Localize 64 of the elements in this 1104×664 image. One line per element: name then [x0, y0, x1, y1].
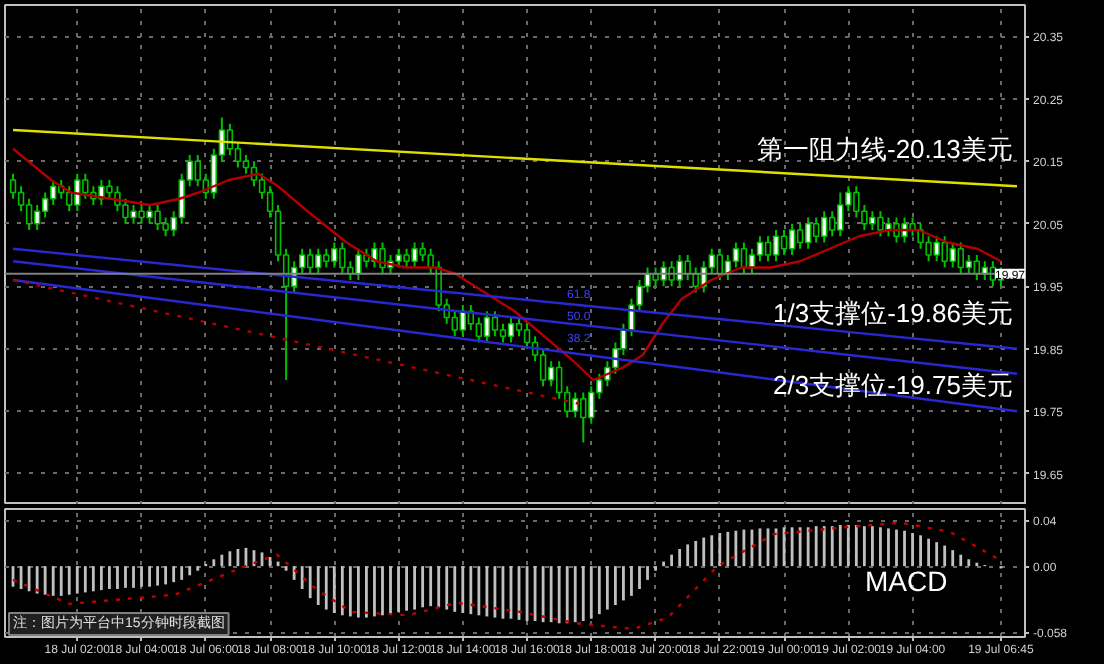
candlestick [419, 241, 426, 263]
candlestick [732, 241, 740, 269]
candlestick [829, 210, 836, 238]
candlestick [580, 391, 587, 444]
candlestick [684, 254, 691, 281]
candlestick [25, 197, 33, 231]
candlestick [668, 260, 675, 288]
candlestick [475, 316, 483, 344]
candlestick [306, 247, 314, 275]
annotation: 1/3支撑位-19.86美元 [773, 298, 1013, 328]
candlestick [507, 316, 515, 344]
candlestick [917, 222, 924, 250]
candlestick [323, 247, 330, 269]
candlestick [403, 247, 410, 269]
candlestick [804, 216, 812, 250]
candlestick [877, 210, 884, 238]
candlestick [331, 241, 338, 269]
text: MACD [865, 565, 948, 597]
candlestick [756, 235, 764, 263]
candlestick [41, 191, 49, 219]
candlestick [499, 322, 507, 344]
candlestick [547, 360, 555, 388]
candlestick [130, 204, 137, 225]
candlestick [965, 254, 972, 275]
candlestick [154, 204, 161, 231]
candlestick [395, 247, 402, 269]
candlestick [869, 210, 876, 231]
candlestick [371, 241, 378, 269]
candlestick [138, 204, 145, 225]
candlestick [821, 210, 828, 244]
candlestick [949, 241, 956, 269]
candlestick [933, 235, 940, 263]
candlestick [49, 179, 57, 206]
candlestick [772, 229, 780, 263]
candlestick [194, 154, 201, 188]
candlestick [379, 241, 386, 275]
candlestick [33, 204, 41, 231]
candlestick [812, 216, 820, 244]
candlestick [796, 222, 804, 250]
candlestick [146, 204, 153, 225]
candlestick [483, 310, 491, 344]
candlestick [122, 197, 129, 225]
candlestick [539, 347, 547, 388]
candlestick [572, 391, 579, 419]
candlestick [355, 247, 362, 281]
annotation: 第一阻力线-20.13美元 [757, 134, 1013, 164]
candlestick [491, 310, 499, 338]
candlestick [788, 222, 796, 256]
candlestick [451, 310, 458, 338]
candlestick [660, 260, 667, 288]
candlestick [9, 172, 17, 200]
candlestick [764, 235, 772, 263]
candlestick [941, 235, 948, 269]
candlestick [676, 254, 683, 288]
candlestick [339, 241, 346, 275]
candlestick [837, 191, 844, 238]
candlestick [315, 247, 322, 275]
candlestick [780, 229, 788, 256]
candlestick [411, 241, 418, 269]
candlestick [515, 316, 523, 338]
candlestick [523, 322, 531, 350]
candlestick [957, 241, 964, 275]
candlestick [242, 154, 250, 175]
candlestick [82, 172, 89, 200]
